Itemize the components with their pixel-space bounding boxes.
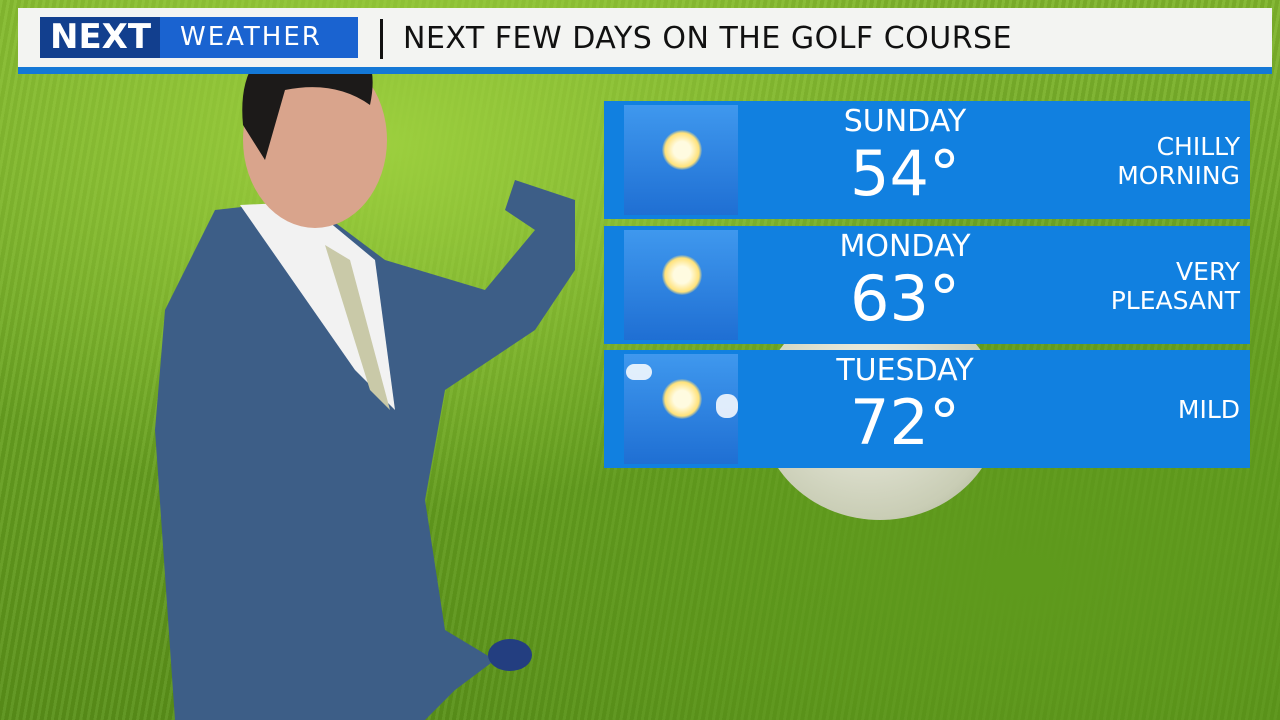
sunny-icon [624,230,738,340]
temperature: 72° [850,386,960,459]
condition-note: CHILLY MORNING [1117,132,1240,190]
sunny-icon [624,105,738,215]
day-label: SUNDAY [843,104,967,139]
temperature: 63° [850,262,960,335]
temperature: 54° [850,137,960,210]
next-weather-logo: NEXT WEATHER [40,17,358,58]
presenter [155,30,575,720]
day-label: TUESDAY [836,353,974,388]
day-label: MONDAY [839,229,971,264]
banner-stripe [18,67,1272,74]
top-banner: NEXT WEATHER NEXT FEW DAYS ON THE GOLF CO… [18,8,1272,74]
condition-note: VERY PLEASANT [1110,257,1240,315]
forecast-row-monday: MONDAY 63° VERY PLEASANT [604,226,1250,344]
mostly-sunny-icon [624,354,738,464]
forecast-row-tuesday: TUESDAY 72° MILD [604,350,1250,468]
page-title: NEXT FEW DAYS ON THE GOLF COURSE [403,21,1013,56]
condition-note: MILD [1177,395,1240,424]
forecast-row-sunday: SUNDAY 54° CHILLY MORNING [604,101,1250,219]
divider [380,19,383,59]
